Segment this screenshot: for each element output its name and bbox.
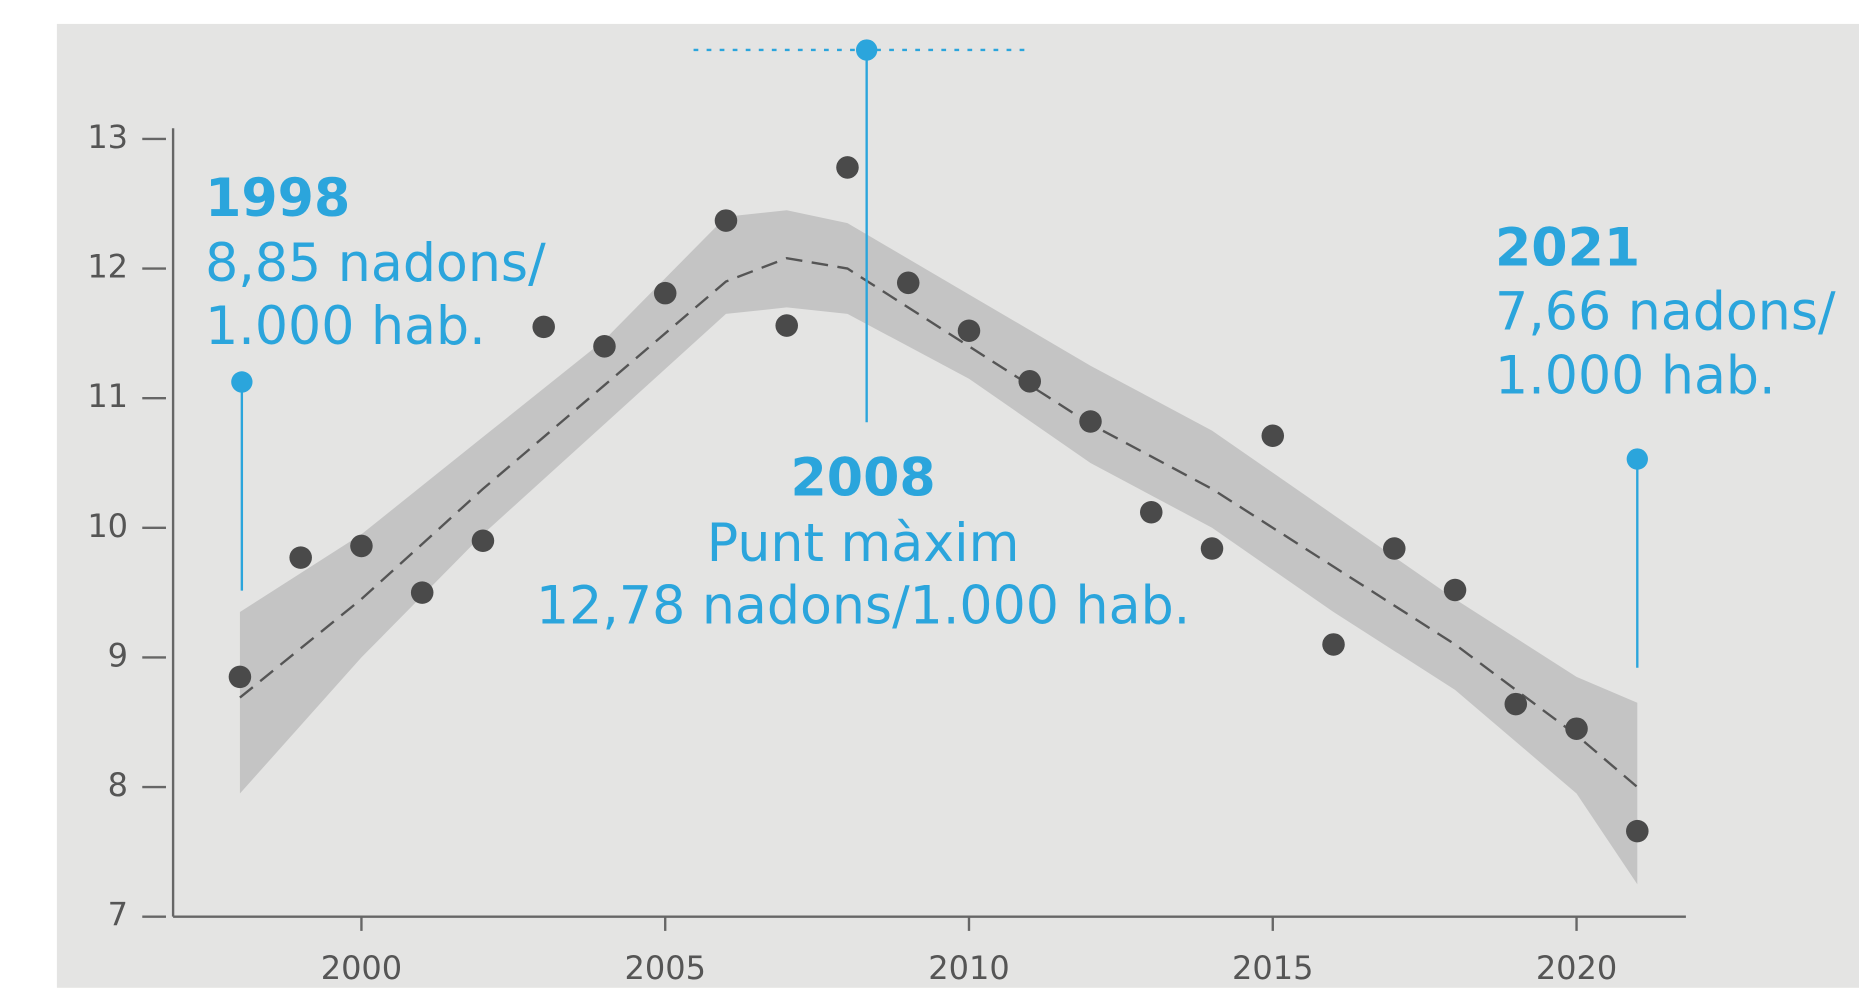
pin-dot: [855, 39, 878, 61]
data-point: [1565, 717, 1588, 740]
pin-dot: [1626, 448, 1648, 470]
annotation-text: 1.000 hab.: [1495, 347, 1776, 407]
data-point: [289, 546, 312, 569]
data-point: [228, 665, 252, 689]
data-point: [1504, 692, 1528, 716]
data-point: [1200, 537, 1224, 560]
data-point: [350, 534, 373, 558]
y-tick-label: 12: [87, 248, 128, 286]
panel: [56, 23, 1859, 988]
data-point: [714, 209, 738, 232]
annotation-title: 2021: [1495, 219, 1640, 279]
data-point: [1018, 370, 1042, 393]
y-tick-label: 11: [87, 377, 128, 415]
annotation-text: 7,66 nadons/: [1495, 283, 1836, 343]
trend-line: [239, 256, 1639, 788]
data-point: [1079, 410, 1102, 433]
data-point: [593, 335, 616, 358]
data-point: [775, 314, 798, 337]
x-tick-label: 2005: [624, 949, 705, 987]
annotation-text: 1.000 hab.: [205, 297, 486, 357]
data-point: [1139, 500, 1163, 524]
data-point: [836, 156, 859, 179]
annotation-text: Punt màxim: [707, 514, 1020, 574]
data-point: [410, 581, 434, 604]
x-tick-label: 2020: [1536, 949, 1617, 987]
data-point: [1626, 819, 1649, 843]
data-point: [471, 529, 495, 553]
annotations: 1998 8,85 nadons/ 1.000 hab. 2008 Punt m…: [205, 169, 1836, 637]
y-tick-label: 10: [87, 507, 128, 545]
annotation-text: 8,85 nadons/: [205, 234, 546, 294]
data-point: [896, 271, 920, 295]
x-tick-label: 2015: [1232, 949, 1313, 987]
annotation-title: 1998: [205, 169, 350, 229]
confidence-band: [239, 210, 1638, 885]
data-point: [1322, 633, 1345, 656]
y-tick-label: 8: [108, 766, 128, 804]
annotation-title: 2008: [791, 449, 936, 509]
annotation-pins: [231, 39, 1648, 668]
y-tick-label: 7: [108, 896, 128, 934]
data-point: [1261, 424, 1285, 448]
data-point: [957, 319, 981, 343]
data-point: [532, 315, 555, 339]
pin-dot: [231, 371, 253, 393]
x-tick-label: 2000: [321, 949, 402, 987]
y-tick-label: 13: [87, 118, 128, 156]
data-point: [1443, 578, 1467, 602]
y-tick-label: 9: [108, 636, 128, 674]
data-point: [653, 281, 677, 305]
annotation-text: 12,78 nadons/1.000 hab.: [536, 577, 1190, 637]
data-point: [1383, 537, 1406, 560]
plot-area: 7 8 9 10 11 12 13 2000 2005 2010 2015 2020: [87, 118, 1686, 987]
x-tick-label: 2010: [928, 949, 1009, 987]
